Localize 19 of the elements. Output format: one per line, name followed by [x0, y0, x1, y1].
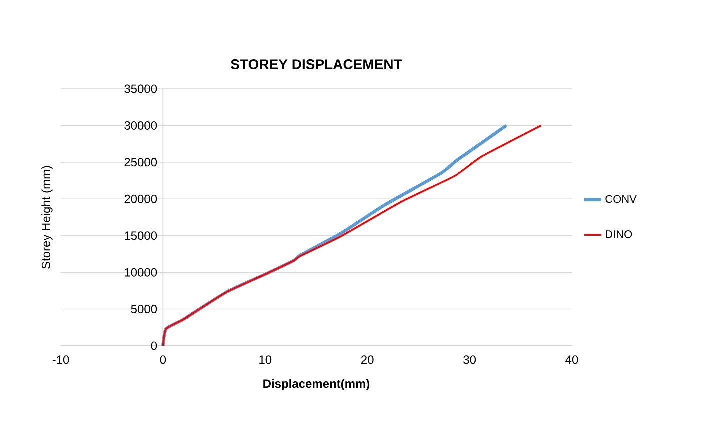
y-tick-label: 25000 [124, 158, 158, 167]
legend-label: CONV [606, 195, 637, 204]
x-tick-label: 40 [566, 356, 578, 364]
legend-label: DINO [606, 230, 632, 238]
y-tick-label: 30000 [124, 121, 158, 130]
y-tick-label: 15000 [125, 232, 158, 240]
y-tick-label: 10000 [125, 268, 158, 277]
x-tick-label: 0 [160, 356, 166, 364]
x-tick-label: 30 [464, 356, 476, 364]
y-tick-label: 0 [151, 342, 158, 350]
y-tick-label: 5000 [131, 305, 158, 314]
chart-title: STOREY DISPLACEMENT [231, 60, 402, 70]
y-tick-label: 20000 [124, 194, 158, 204]
x-tick-label: 20 [362, 356, 374, 364]
x-tick-label: -10 [52, 356, 70, 364]
y-axis-title: Storey Height (mm) [42, 166, 53, 269]
x-axis-title: Displacement(mm) [264, 379, 370, 390]
x-tick-label: 10 [260, 356, 272, 364]
y-tick-label: 35000 [124, 84, 158, 94]
